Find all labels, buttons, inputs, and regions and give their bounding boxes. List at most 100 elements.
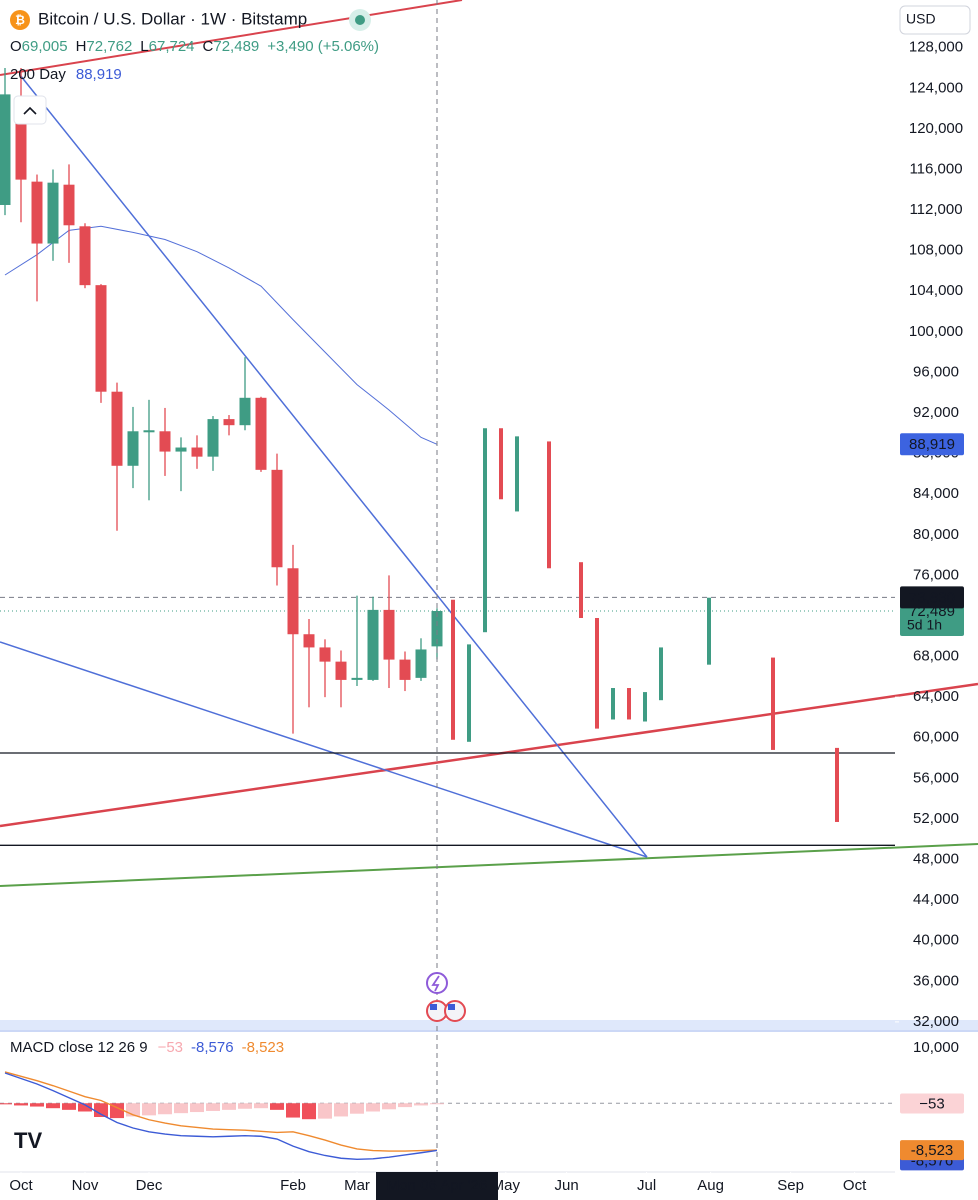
bitcoin-icon — [10, 10, 30, 30]
candle-body — [431, 611, 443, 647]
x-tick-label: Dec — [136, 1177, 163, 1194]
candle-body — [271, 469, 283, 568]
macd-signal-line — [4, 1071, 438, 1152]
drawings — [0, 0, 978, 887]
macd-y-tick-label: 10,000 — [913, 1039, 959, 1056]
event-icon[interactable] — [426, 972, 448, 994]
trend-line — [0, 843, 978, 887]
x-tick-label: Sep — [777, 1177, 804, 1194]
macd-histogram-bar — [382, 1103, 396, 1110]
projection-bar — [579, 562, 583, 618]
status-dot — [355, 15, 365, 25]
candle-body — [383, 609, 395, 660]
collapse-button[interactable] — [13, 95, 47, 125]
ma-price-box — [900, 433, 964, 456]
candle-body — [351, 677, 363, 680]
y-tick-label: 108,000 — [909, 242, 963, 259]
macd-value: -8,576 — [191, 1039, 234, 1056]
macd-histogram-bar — [14, 1103, 28, 1106]
y-tick-label: 84,000 — [913, 485, 959, 502]
ohlc-key: C — [203, 38, 214, 55]
y-tick-label: 116,000 — [909, 160, 962, 177]
macd-histogram-bar — [174, 1103, 188, 1114]
flag-part — [448, 1004, 455, 1010]
y-tick-label: 92,000 — [913, 404, 959, 421]
candle-body — [255, 397, 267, 470]
candle-body — [31, 181, 43, 244]
x-tick-label: Mar — [344, 1177, 370, 1194]
projection-bar — [707, 597, 711, 665]
projection-bar — [595, 618, 599, 729]
ma-name: 200 Day — [10, 66, 66, 83]
candle-body — [95, 285, 107, 392]
x-tick-label: Nov — [72, 1177, 99, 1194]
crosshair-price-label: 73,830 — [909, 589, 955, 606]
y-tick-label: 32,000 — [913, 1013, 959, 1030]
macd-title: MACD close 12 26 9 — [10, 1039, 148, 1056]
candle-body — [303, 634, 315, 648]
candle-body — [159, 431, 171, 452]
bitcoin-glyph: ₿ — [15, 13, 25, 27]
macd-histogram-bar — [142, 1103, 156, 1116]
trend-line — [0, 682, 978, 828]
macd-histogram-bar — [286, 1103, 300, 1118]
crosshair-price-box — [900, 586, 964, 609]
macd-histogram-bar — [0, 1103, 12, 1105]
ohlc-legend: O69,005 H72,762 L67,724 C72,489 +3,490 (+5.0… — [10, 38, 379, 55]
candle-body — [335, 661, 347, 680]
y-tick-label: 100,000 — [909, 323, 963, 340]
trend-line — [0, 641, 648, 858]
y-tick-label: 36,000 — [913, 972, 959, 989]
x-tick-label: Oct — [843, 1177, 867, 1194]
macd-histogram-bar — [222, 1103, 236, 1110]
y-tick-label: 48,000 — [913, 850, 959, 867]
trend-line — [19, 74, 648, 858]
macd-histogram-bar — [366, 1103, 380, 1112]
y-tick-label: 60,000 — [913, 729, 959, 746]
macd-histogram-value: −53 — [158, 1039, 183, 1056]
y-tick-label: 124,000 — [909, 79, 963, 96]
macd-histogram-bar — [334, 1103, 348, 1117]
close-price-box — [900, 600, 964, 637]
macd-histogram-bar — [254, 1103, 268, 1109]
y-tick-label: 76,000 — [913, 566, 959, 583]
x-tick-label: May — [492, 1177, 521, 1194]
ma-legend: 200 Day 88,919 — [10, 66, 122, 83]
y-tick-label: 56,000 — [913, 769, 959, 786]
countdown: 5d 1h — [907, 617, 942, 633]
macd-histogram-bar — [110, 1103, 124, 1119]
ohlc-key: L — [140, 38, 148, 55]
series — [0, 67, 895, 1161]
y-tick-label: 40,000 — [913, 932, 959, 949]
candle-body — [79, 226, 91, 286]
candle-body — [111, 391, 123, 466]
macd-signal-value: -8,523 — [242, 1039, 285, 1056]
macd-histogram-label: −53 — [919, 1096, 944, 1113]
candle-body — [399, 659, 411, 680]
crosshair-date-box — [376, 1172, 498, 1200]
macd-signal-label: -8,523 — [911, 1142, 954, 1159]
projection-bar — [483, 428, 487, 633]
axis-bottom-mask — [895, 1172, 978, 1200]
x-tick-label: Jul — [637, 1177, 656, 1194]
x-tick-label: Jun — [555, 1177, 579, 1194]
pane-separator — [0, 1020, 978, 1032]
macd-signal-box — [900, 1140, 964, 1161]
ohlc-value: 67,724 — [149, 38, 195, 55]
ma-value: 88,919 — [76, 66, 122, 83]
trend-line — [0, 0, 463, 76]
y-tick-label: 128,000 — [909, 39, 963, 56]
macd-histogram-bar — [94, 1103, 108, 1117]
candle-body — [15, 99, 27, 180]
macd-macd-line — [4, 1072, 438, 1161]
macd-histogram-bar — [206, 1103, 220, 1111]
projection-bar — [771, 657, 775, 750]
macd-histogram-bar — [190, 1103, 204, 1113]
candle-body — [287, 568, 299, 635]
candle-body — [63, 184, 75, 226]
currency-button[interactable] — [899, 5, 971, 35]
macd-histogram-bar — [62, 1103, 76, 1110]
y-tick-label: 120,000 — [909, 120, 963, 137]
candle-body — [207, 419, 219, 457]
